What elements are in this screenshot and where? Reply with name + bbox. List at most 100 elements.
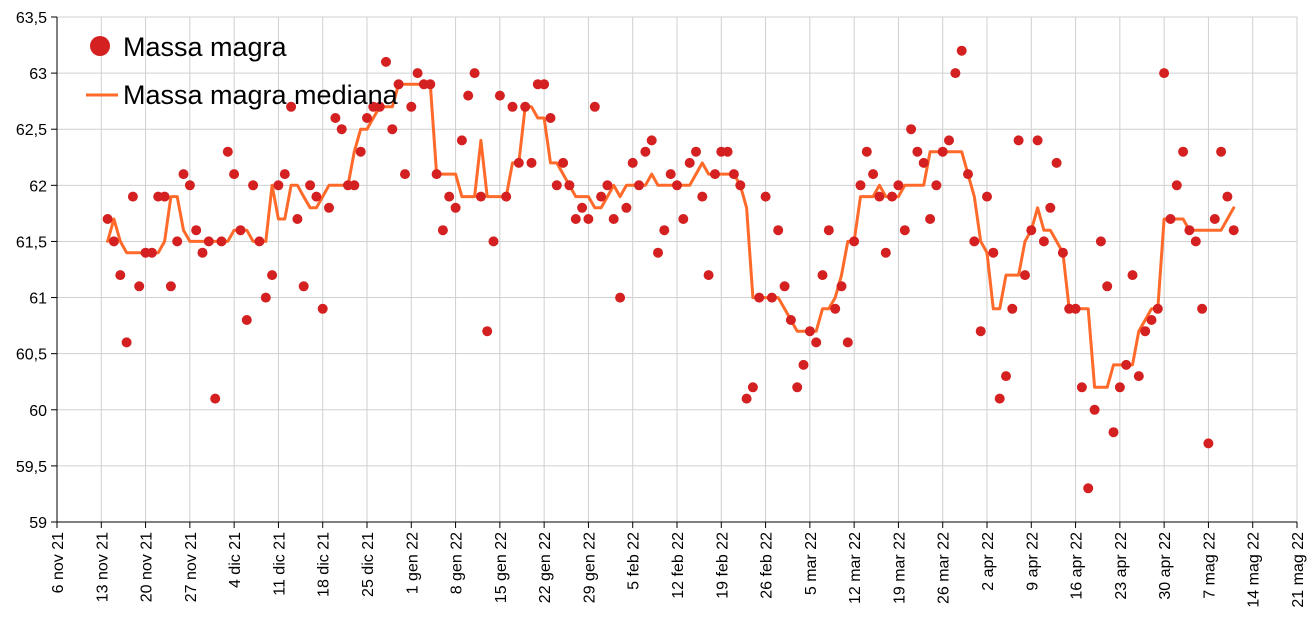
scatter-point [1133,371,1144,382]
y-tick-label: 63 [29,66,47,83]
scatter-point [558,157,569,168]
scatter-point [602,180,613,191]
scatter-point [665,169,676,180]
scatter-point [1108,427,1119,438]
x-tick-label: 22 gen 22 [537,532,554,603]
scatter-point [248,180,259,191]
scatter-point [963,169,973,180]
scatter-point [1159,68,1170,79]
x-tick-label: 26 feb 22 [759,532,776,599]
scatter-point [1026,225,1037,236]
scatter-point [159,191,170,202]
scatter-point [260,292,271,303]
scatter-point [1203,438,1214,449]
x-tick-label: 5 feb 22 [626,532,643,590]
scatter-point [570,214,581,224]
scatter-point [589,101,600,112]
scatter-point [842,337,853,348]
y-tick-label: 61 [29,291,47,308]
scatter-point [849,236,860,247]
scatter-point [792,382,803,393]
scatter-point [899,225,910,236]
scatter-point [374,101,385,112]
scatter-point [564,180,575,191]
scatter-point [488,236,499,247]
scatter-point [520,101,531,112]
scatter-point [102,214,113,224]
scatter-point [545,113,556,123]
scatter-point [937,146,948,157]
scatter-point [855,180,866,191]
scatter-point [1209,214,1220,224]
scatter-point [222,146,233,157]
scatter-point [596,191,607,202]
scatter-point [507,101,518,112]
scatter-point [615,292,626,303]
x-tick-label: 5 mar 22 [803,532,820,595]
scatter-point [577,202,588,213]
scatter-point [311,191,322,202]
x-tick-label: 15 gen 22 [493,532,510,603]
scatter-point [1197,303,1208,314]
scatter-point [412,68,423,79]
scatter-point [267,270,278,281]
x-tick-label: 9 apr 22 [1024,532,1041,591]
scatter-point [747,382,758,393]
x-tick-label: 29 gen 22 [581,532,598,603]
scatter-point [400,169,410,180]
scatter-point [349,180,360,191]
scatter-point [741,393,752,404]
scatter-point [286,101,297,112]
scatter-point [1114,382,1125,393]
scatter-point [817,270,828,281]
scatter-point [773,225,784,236]
scatter-point [1045,202,1056,213]
scatter-point [127,191,138,202]
scatter-point [925,214,936,224]
scatter-point [482,326,493,337]
scatter-point [868,169,879,180]
median-series-line [106,82,1236,389]
scatter-point [703,270,714,281]
scatter-point [387,124,398,135]
scatter-series-layer [102,45,1239,494]
scatter-point [381,56,391,67]
x-tick-label: 13 nov 21 [94,532,111,602]
scatter-point [684,157,695,168]
scatter-point [1032,135,1043,146]
scatter-point [191,225,202,236]
y-tick-label: 63,5 [16,10,47,27]
scatter-point [634,180,644,191]
scatter-point [450,202,461,213]
x-tick-label: 19 mar 22 [891,532,908,604]
scatter-point [336,124,347,135]
scatter-point [184,180,195,191]
x-tick-label: 16 apr 22 [1069,532,1086,600]
scatter-point [1121,359,1132,370]
scatter-point [627,157,638,168]
scatter-point [324,202,334,213]
scatter-point [861,146,872,157]
scatter-point [1152,303,1163,314]
scatter-point [691,146,701,157]
scatter-point [1089,404,1100,415]
scatter-point [406,101,417,112]
scatter-point [355,146,366,157]
scatter-point [241,315,252,325]
scatter-point [646,135,657,146]
y-tick-label: 60,5 [16,347,47,364]
y-tick-label: 61,5 [16,234,47,251]
x-tick-label: 2 apr 22 [980,532,997,591]
scatter-point [501,191,512,202]
scatter-point [463,90,474,101]
scatter-point [931,180,942,191]
x-tick-label: 1 gen 22 [404,532,421,594]
x-tick-label: 6 nov 21 [50,532,67,593]
scatter-point [279,169,290,180]
y-tick-label: 59,5 [16,459,47,476]
scatter-point [804,326,815,337]
legend: Massa magra Massa magra mediana [86,32,399,110]
scatter-point [431,169,442,180]
scatter-point [1216,146,1227,157]
scatter-point [811,337,822,348]
